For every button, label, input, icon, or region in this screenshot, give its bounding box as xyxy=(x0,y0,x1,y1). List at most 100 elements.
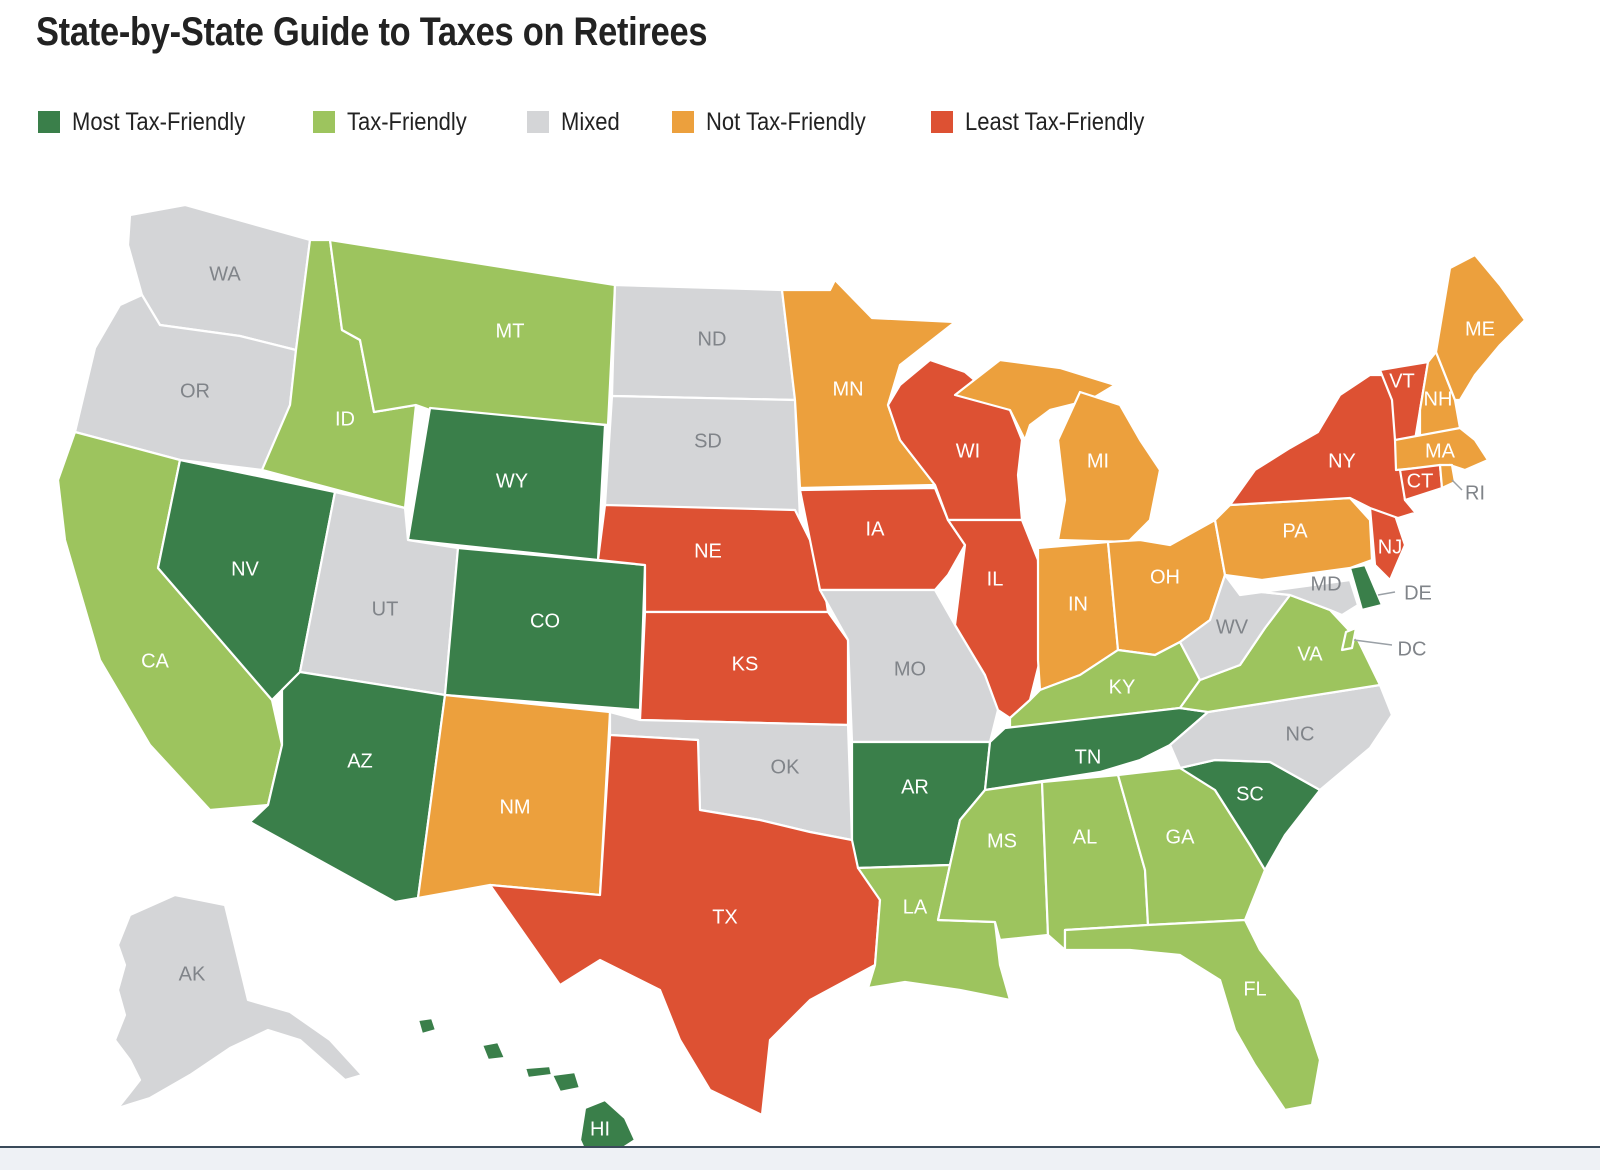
state-label-ia: IA xyxy=(866,518,886,540)
state-label-nj: NJ xyxy=(1378,536,1402,558)
state-ct[interactable]: CT xyxy=(1398,463,1444,502)
state-label-il: IL xyxy=(987,568,1004,590)
state-ut[interactable]: UT xyxy=(298,490,460,697)
state-mn[interactable]: MN xyxy=(780,278,957,490)
state-label-mt: MT xyxy=(496,320,525,342)
state-ia[interactable]: IA xyxy=(798,486,967,592)
state-ri[interactable] xyxy=(1438,463,1457,490)
legend-item-not-tax-friendly: Not Tax-Friendly xyxy=(671,107,888,137)
legend-item-most-tax-friendly: Most Tax-Friendly xyxy=(38,108,269,137)
state-label-ar: AR xyxy=(901,776,929,798)
state-ks[interactable]: KS xyxy=(638,610,850,727)
state-fl[interactable]: FL xyxy=(1063,918,1322,1112)
state-label-co: CO xyxy=(530,610,560,632)
state-label-sd: SD xyxy=(694,430,722,452)
state-label-nd: ND xyxy=(698,328,727,350)
state-co[interactable]: CO xyxy=(443,546,647,712)
leader-line-de xyxy=(1377,591,1396,596)
legend-label-most-tax-friendly: Most Tax-Friendly xyxy=(72,107,246,136)
state-nj[interactable]: NJ xyxy=(1368,506,1407,582)
state-label-de: DE xyxy=(1404,582,1432,604)
state-label-me: ME xyxy=(1465,318,1495,340)
legend-item-tax-friendly: Tax-Friendly xyxy=(312,107,483,137)
state-label-in: IN xyxy=(1068,593,1088,615)
state-label-la: LA xyxy=(903,896,928,918)
state-label-ms: MS xyxy=(987,830,1017,852)
state-label-ca: CA xyxy=(141,650,169,672)
state-label-pa: PA xyxy=(1282,520,1308,542)
state-label-vt: VT xyxy=(1389,370,1415,392)
bottom-border xyxy=(0,1146,1600,1170)
state-label-or: OR xyxy=(180,380,210,402)
state-hi[interactable]: HI xyxy=(416,1016,637,1150)
legend-label-not-tax-friendly: Not Tax-Friendly xyxy=(705,107,866,136)
state-label-mn: MN xyxy=(832,378,863,400)
state-dc[interactable] xyxy=(1340,626,1358,652)
legend-label-mixed: Mixed xyxy=(560,107,620,136)
state-label-ri: RI xyxy=(1465,482,1485,504)
legend-swatch-least-tax-friendly xyxy=(931,111,954,133)
state-az[interactable]: AZ xyxy=(248,670,447,904)
state-label-id: ID xyxy=(335,408,355,430)
state-nm[interactable]: NM xyxy=(416,693,612,900)
state-label-nm: NM xyxy=(499,796,530,818)
legend-swatch-tax-friendly xyxy=(312,111,335,133)
state-label-nc: NC xyxy=(1286,723,1315,745)
state-md[interactable]: MD xyxy=(1260,573,1360,617)
us-map: WA OR CA ID NV MT WY UT AZ CO NM xyxy=(0,150,1600,1150)
state-label-tx: TX xyxy=(712,906,738,928)
callout-dc: DC xyxy=(1353,638,1427,660)
state-pa[interactable]: PA xyxy=(1213,496,1374,582)
callout-de: DE xyxy=(1377,582,1432,604)
state-label-ny: NY xyxy=(1328,450,1356,472)
legend-swatch-mixed xyxy=(526,111,549,133)
state-wy[interactable]: WY xyxy=(406,406,607,562)
legend-item-least-tax-friendly: Least Tax-Friendly xyxy=(931,108,1169,137)
state-label-wa: WA xyxy=(209,263,241,285)
state-label-tn: TN xyxy=(1075,746,1102,768)
state-label-ks: KS xyxy=(732,653,759,675)
state-label-nv: NV xyxy=(231,558,259,580)
state-label-fl: FL xyxy=(1243,978,1266,1000)
state-wv[interactable]: WV xyxy=(1178,573,1292,682)
state-label-az: AZ xyxy=(347,750,373,772)
state-il[interactable]: IL xyxy=(946,518,1042,720)
state-la[interactable]: LA xyxy=(856,863,1012,1002)
state-label-ut: UT xyxy=(372,598,399,620)
state-label-dc: DC xyxy=(1398,638,1427,660)
map-legend: Most Tax-Friendly Tax-Friendly Mixed Not… xyxy=(38,106,1213,138)
legend-swatch-most-tax-friendly xyxy=(38,111,60,133)
state-label-mi: MI xyxy=(1087,450,1109,472)
state-label-ma: MA xyxy=(1425,440,1456,462)
state-label-ga: GA xyxy=(1166,826,1196,848)
state-label-nh: NH xyxy=(1424,388,1453,410)
state-label-oh: OH xyxy=(1150,566,1180,588)
state-ms[interactable]: MS xyxy=(936,780,1050,942)
legend-swatch-not-tax-friendly xyxy=(671,111,694,133)
page-title: State-by-State Guide to Taxes on Retiree… xyxy=(36,10,708,54)
state-label-ky: KY xyxy=(1109,676,1136,698)
state-sd[interactable]: SD xyxy=(603,394,802,522)
state-label-wy: WY xyxy=(496,470,528,492)
callout-ri: RI xyxy=(1451,479,1485,504)
state-tx[interactable]: TX xyxy=(488,733,882,1117)
state-label-ok: OK xyxy=(771,756,801,778)
state-ak[interactable]: AK xyxy=(113,893,364,1110)
state-label-ct: CT xyxy=(1407,470,1434,492)
state-mi[interactable]: MI xyxy=(953,358,1162,544)
state-label-va: VA xyxy=(1297,643,1323,665)
state-sc[interactable]: SC xyxy=(1178,758,1322,872)
state-label-hi: HI xyxy=(590,1118,610,1140)
state-label-wv: WV xyxy=(1216,616,1249,638)
state-label-sc: SC xyxy=(1236,783,1264,805)
state-label-al: AL xyxy=(1073,826,1097,848)
state-label-ne: NE xyxy=(694,540,722,562)
state-de[interactable] xyxy=(1348,563,1384,612)
state-label-mo: MO xyxy=(894,658,926,680)
legend-label-tax-friendly: Tax-Friendly xyxy=(346,107,467,136)
state-me[interactable]: ME xyxy=(1434,253,1527,402)
us-map-svg: WA OR CA ID NV MT WY UT AZ CO NM xyxy=(56,203,1527,1150)
state-mt[interactable]: MT xyxy=(328,238,617,427)
state-label-md: MD xyxy=(1310,573,1341,595)
state-nd[interactable]: ND xyxy=(610,283,797,402)
